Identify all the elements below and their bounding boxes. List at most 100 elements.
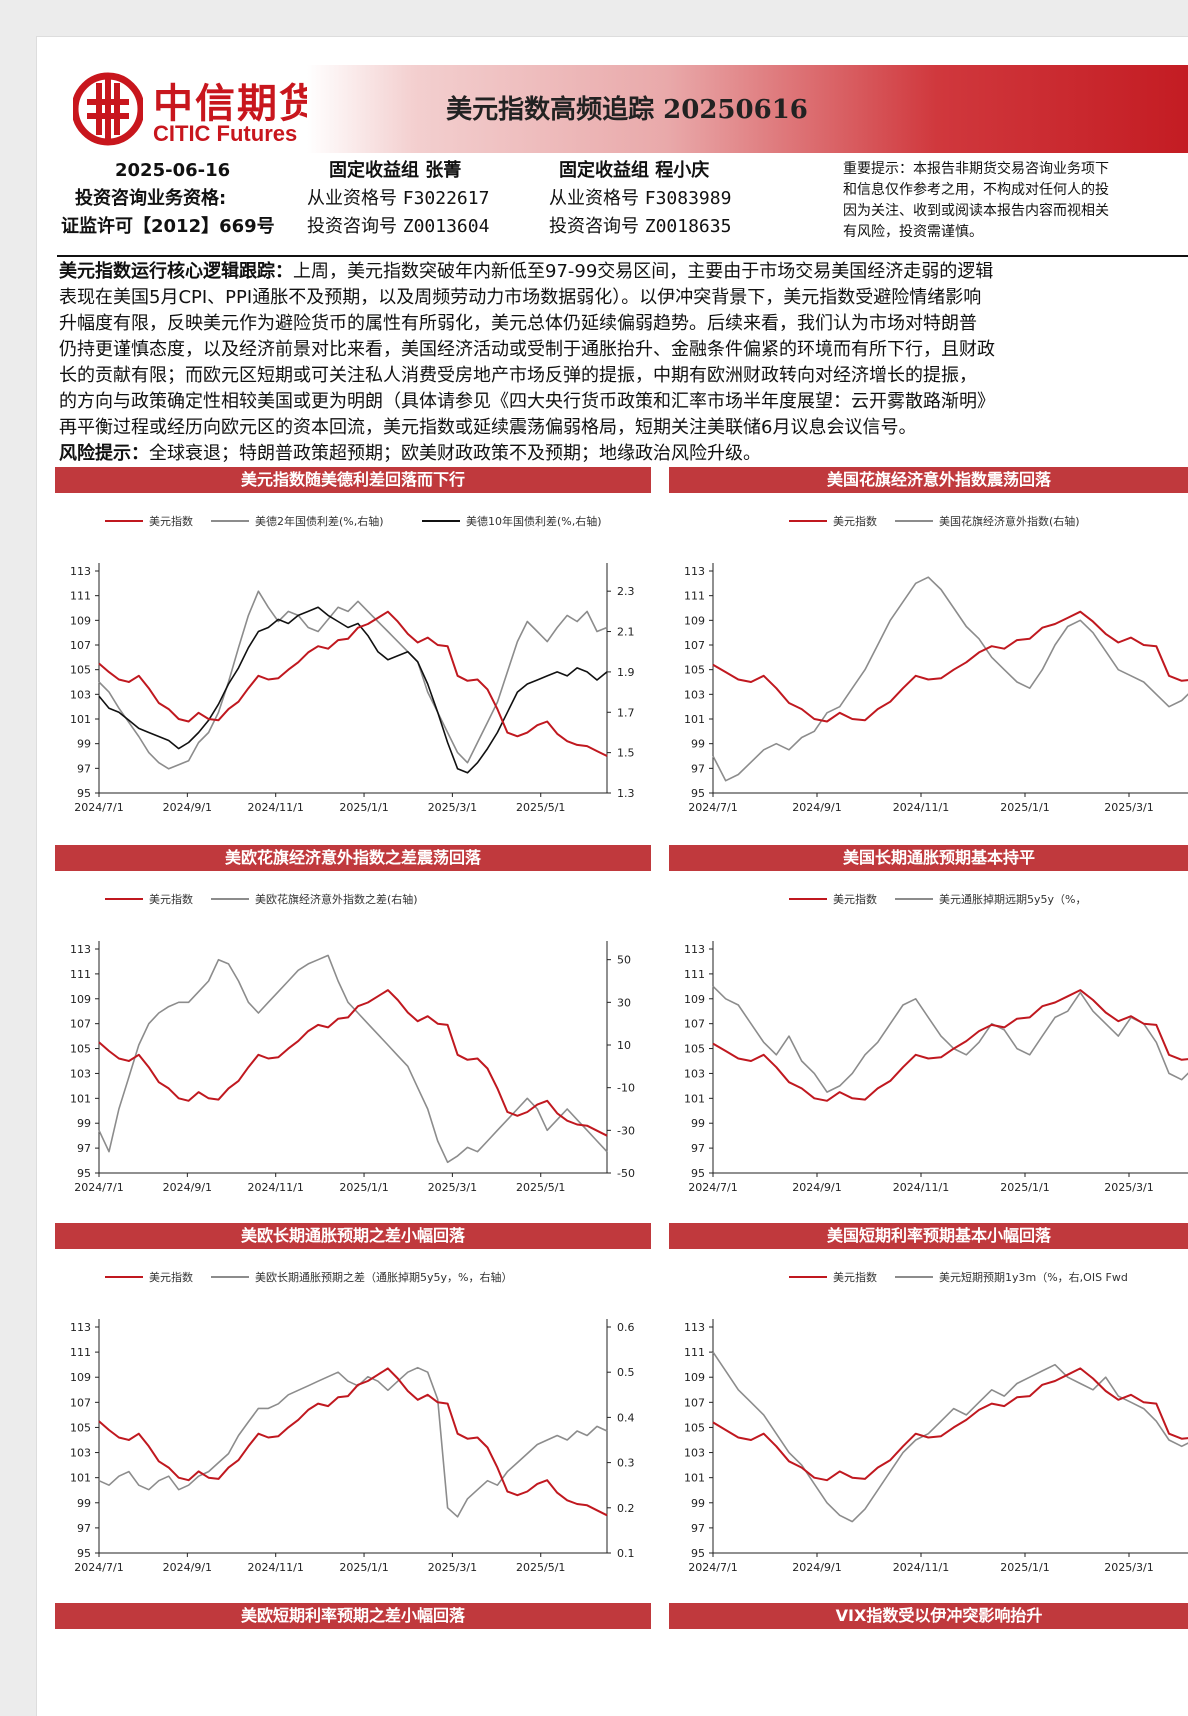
- y-tick-label: 105: [70, 1421, 91, 1434]
- x-tick-label: 2025/1/1: [339, 1561, 388, 1574]
- series-line: [712, 985, 1188, 1093]
- x-tick-label: 2025/3/1: [1104, 1561, 1153, 1574]
- analyst2-cert: 从业资格号 F3083989: [549, 188, 732, 209]
- y2-tick-label: 1.9: [617, 666, 635, 679]
- x-tick-label: 2025/5/1: [516, 1181, 565, 1194]
- summary-line: 仍持更谨慎态度，以及经济前景对比来看，美国经济活动或受制于通胀抬升、金融条件偏紧…: [59, 339, 995, 360]
- legend-label: 美元指数: [833, 1270, 877, 1284]
- chart3-dxy-vs-surprise-diff: 美元指数 美欧花旗经济意外指数之差(右轴) 113 111 109 107 105 103 10…: [70, 892, 635, 1194]
- legend-entry: 美元指数: [789, 514, 877, 528]
- chart7-heading: 美欧短期利率预期之差小幅回落: [55, 1603, 651, 1629]
- legend-label: 美欧花旗经济意外指数之差(右轴): [255, 892, 418, 906]
- chart4-heading: 美国长期通胀预期基本持平: [669, 845, 1188, 871]
- x-tick-label: 2024/11/1: [893, 1561, 949, 1574]
- y-tick-label: 99: [691, 738, 705, 751]
- summary-line: 表现在美国5月CPI、PPI通胀不及预期，以及周频劳动力市场数据弱化）。以伊冲突…: [59, 287, 982, 308]
- chart1-heading: 美元指数随美德利差回落而下行: [55, 467, 651, 493]
- chart6-heading: 美国短期利率预期基本小幅回落: [669, 1223, 1188, 1249]
- legend-entry: 美元指数: [789, 1270, 877, 1284]
- summary-line: 再平衡过程或经历向欧元区的资本回流，美元指数或延续震荡偏弱格局，短期关注美联储6…: [59, 417, 917, 438]
- x-tick-label: 2024/7/1: [74, 1561, 123, 1574]
- y-tick-label: 111: [70, 1346, 91, 1359]
- x-tick-label: 2025/5/1: [516, 801, 565, 814]
- legend-label: 美国花旗经济意外指数(右轴): [939, 514, 1080, 528]
- x-tick-label: 2024/11/1: [247, 801, 303, 814]
- legend-entry: 美元指数: [105, 1270, 193, 1284]
- summary-line: 的方向与政策确定性相较美国或更为明朗（具体请参见《四大央行货币政策和汇率市场半年…: [59, 391, 995, 412]
- legend-label: 美德10年国债利差(%,右轴): [466, 514, 602, 528]
- x-tick-label: 2024/7/1: [688, 801, 737, 814]
- y2-tick-label: 30: [617, 996, 631, 1009]
- y-tick-label: 103: [684, 1447, 705, 1460]
- x-tick-label: 2024/7/1: [74, 1181, 123, 1194]
- analyst1-name: 固定收益组 张菁: [329, 160, 462, 181]
- series-line: [98, 1366, 608, 1518]
- y2-tick-label: -10: [617, 1082, 635, 1095]
- y-tick-label: 113: [684, 565, 705, 578]
- x-tick-label: 2025/3/1: [1104, 801, 1153, 814]
- y2-tick-label: 10: [617, 1039, 631, 1052]
- y-tick-label: 107: [70, 1018, 91, 1031]
- y-tick-label: 95: [77, 1547, 91, 1560]
- x-tick-label: 2024/9/1: [792, 1181, 841, 1194]
- x-tick-label: 2025/1/1: [339, 801, 388, 814]
- y-tick-label: 99: [77, 1497, 91, 1510]
- y2-tick-label: 1.3: [617, 787, 635, 800]
- y-tick-label: 101: [70, 713, 91, 726]
- y-tick-label: 111: [684, 968, 705, 981]
- legend-label: 美元指数: [833, 892, 877, 906]
- report-title: 美元指数高频追踪 20250616: [446, 95, 808, 125]
- series-line: [712, 1367, 1188, 1482]
- y-tick-label: 101: [70, 1092, 91, 1105]
- y2-tick-label: 0.3: [617, 1457, 635, 1470]
- report-date: 2025-06-16: [115, 160, 231, 181]
- y-tick-label: 109: [70, 1371, 91, 1384]
- legend-label: 美元短期预期1y3m（%，右,OIS Fwd: [939, 1270, 1128, 1284]
- chart8-heading: VIX指数受以伊冲突影响抬升: [669, 1603, 1188, 1629]
- y-tick-label: 105: [70, 664, 91, 677]
- summary-line: 长的贡献有限；而欧元区短期或可关注私人消费受房地产市场反弹的提振，中期有欧洲财政…: [59, 365, 977, 386]
- series-line: [712, 1351, 1188, 1523]
- y-tick-label: 101: [684, 1472, 705, 1485]
- y-tick-label: 107: [70, 639, 91, 652]
- y2-tick-label: 1.7: [617, 706, 635, 719]
- x-tick-label: 2024/7/1: [688, 1561, 737, 1574]
- x-tick-label: 2025/3/1: [428, 1181, 477, 1194]
- legend-entry: 美元通胀掉期远期5y5y（%，: [895, 892, 1086, 906]
- x-tick-label: 2025/3/1: [428, 1561, 477, 1574]
- y-tick-label: 101: [684, 713, 705, 726]
- notice-line: 有风险，投资需谨慎。: [843, 224, 983, 240]
- series-line: [712, 610, 1188, 723]
- y-tick-label: 105: [684, 664, 705, 677]
- y-tick-label: 107: [70, 1396, 91, 1409]
- legend-entry: 美元短期预期1y3m（%，右,OIS Fwd: [895, 1270, 1128, 1284]
- legend-label: 美欧长期通胀预期之差（通胀掉期5y5y，%，右轴）: [255, 1270, 512, 1284]
- y-tick-label: 99: [77, 1117, 91, 1130]
- important-notice: 重要提示：本报告非期货交易咨询业务项下 和信息仅作参考之用，不构成对任何人的投 …: [843, 159, 1188, 243]
- y2-tick-label: 50: [617, 954, 631, 967]
- report-page: 中信期货 CITIC Futures 美元指数高频追踪 20250616 202…: [36, 36, 1188, 1716]
- y2-tick-label: 2.3: [617, 585, 635, 598]
- legend-label: 美元指数: [149, 1270, 193, 1284]
- legend-entry: 美欧长期通胀预期之差（通胀掉期5y5y，%，右轴）: [211, 1270, 512, 1284]
- series-line: [98, 954, 608, 1164]
- legend-label: 美元通胀掉期远期5y5y（%，: [939, 892, 1086, 906]
- y-tick-label: 109: [684, 614, 705, 627]
- y-tick-label: 103: [684, 1067, 705, 1080]
- x-tick-label: 2025/1/1: [1000, 801, 1049, 814]
- chart2-dxy-vs-citi-surprise: 美元指数 美国花旗经济意外指数(右轴) 113 111 109 107 105 103 101 9…: [684, 514, 1188, 814]
- y-tick-label: 109: [70, 993, 91, 1006]
- y-tick-label: 113: [684, 1321, 705, 1334]
- license-number: 证监许可【2012】669号: [61, 216, 275, 237]
- y-tick-label: 101: [684, 1092, 705, 1105]
- y-tick-label: 99: [77, 738, 91, 751]
- x-tick-label: 2024/9/1: [163, 801, 212, 814]
- y-tick-label: 97: [77, 762, 91, 775]
- y-tick-label: 99: [691, 1497, 705, 1510]
- y-tick-label: 111: [70, 968, 91, 981]
- y2-tick-label: 0.4: [617, 1411, 635, 1424]
- series-line: [98, 606, 608, 774]
- x-tick-label: 2024/9/1: [792, 801, 841, 814]
- chart3-heading: 美欧花旗经济意外指数之差震荡回落: [55, 845, 651, 871]
- y-tick-label: 95: [77, 1167, 91, 1180]
